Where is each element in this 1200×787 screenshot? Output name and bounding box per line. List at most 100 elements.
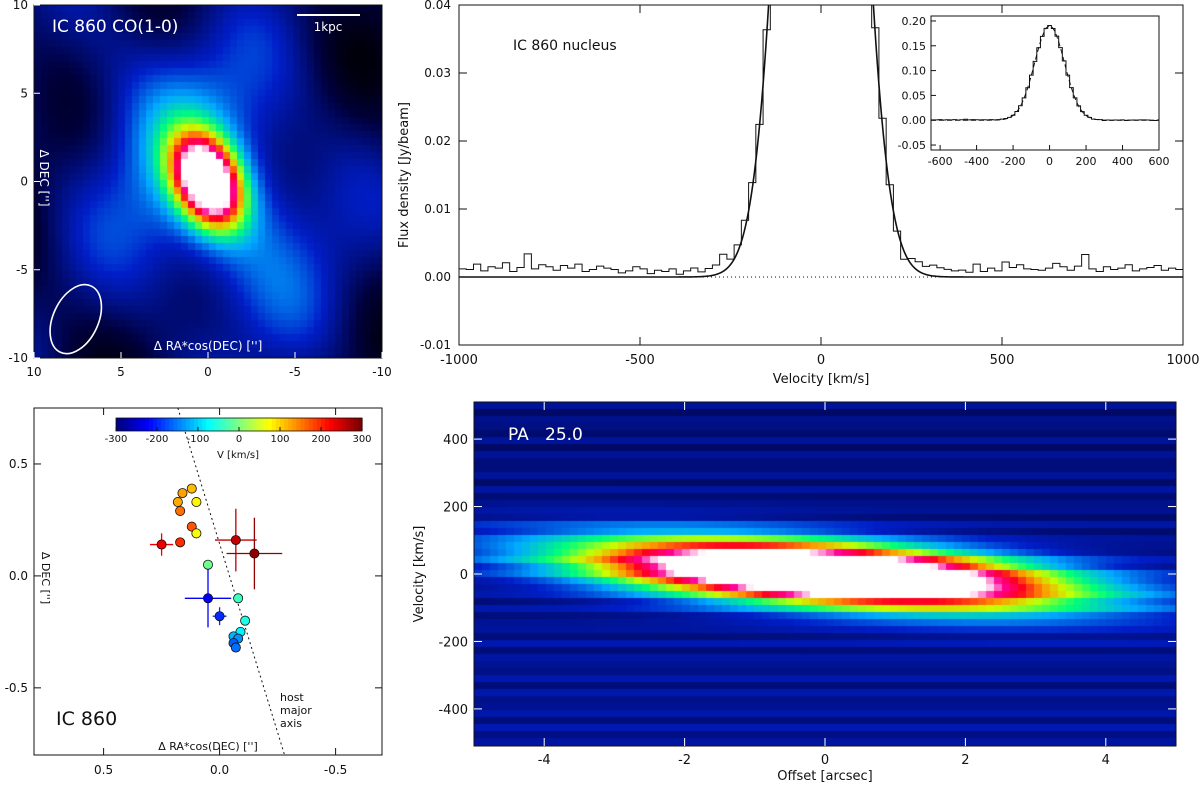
colorbar-segment bbox=[259, 418, 265, 431]
colorbar-segment bbox=[357, 418, 363, 431]
colorbar-segment bbox=[185, 418, 191, 431]
colorbar-segment bbox=[263, 418, 269, 431]
spectrum-xlabel: Velocity [km/s] bbox=[773, 372, 870, 387]
colorbar-segment bbox=[152, 418, 158, 431]
inset-gaussian-fit bbox=[931, 25, 1159, 121]
velocity-point bbox=[230, 535, 241, 546]
colorbar-segment bbox=[116, 418, 121, 431]
spectrum-ticks: -1000 -500 0 500 1000 -0.01 0.00 0.01 0.02 0.03 0.… bbox=[420, 0, 1200, 368]
colorbar-segment bbox=[329, 418, 334, 431]
colorbar-segment bbox=[243, 418, 248, 431]
pv-xtick-label: -2 bbox=[678, 753, 691, 768]
inset-ytick-label: 0.10 bbox=[902, 65, 927, 78]
velocity-panel: 0.5 0.0 -0.5 0.5 0.0 -0.5 -300 -200 -100 0 100 200… bbox=[5, 407, 383, 777]
velocity-point bbox=[233, 593, 244, 604]
colorbar-segment bbox=[132, 418, 138, 431]
colorbar-tick-label: 100 bbox=[270, 434, 289, 445]
colorbar-tick-label: -200 bbox=[146, 434, 169, 445]
inset-frame bbox=[930, 15, 1160, 151]
spectrum-ytick-label: -0.01 bbox=[420, 338, 451, 352]
co-ytick-label: -5 bbox=[16, 263, 28, 277]
inset-xtick-label: -400 bbox=[964, 155, 989, 168]
inset-xtick-label: 200 bbox=[1076, 155, 1097, 168]
inset-ytick-label: -0.05 bbox=[898, 139, 926, 152]
velocity-point bbox=[156, 539, 167, 550]
velocity-ytick-label: 0.5 bbox=[9, 457, 28, 471]
velocity-point bbox=[202, 559, 213, 570]
pv-ytick-label: 400 bbox=[443, 433, 468, 448]
colorbar-label: V [km/s] bbox=[217, 450, 259, 461]
velocity-xtick-label: -0.5 bbox=[324, 763, 347, 777]
colorbar-segment bbox=[173, 418, 179, 431]
co-ytick-label: -10 bbox=[8, 351, 28, 365]
colorbar-segment bbox=[140, 418, 146, 431]
pv-ticks: -4 -2 0 2 4 -400 -200 0 200 400 bbox=[438, 402, 1176, 768]
beam-ellipse bbox=[49, 283, 103, 355]
velocity-point bbox=[191, 528, 202, 539]
co-ytick-label: 5 bbox=[20, 86, 28, 100]
co-xtick-label: -5 bbox=[289, 365, 301, 379]
colorbar-segment bbox=[193, 418, 199, 431]
colorbar-segment bbox=[226, 418, 232, 431]
velocity-colorbar: -300 -200 -100 0 100 200 300 bbox=[105, 417, 372, 445]
colorbar-segment bbox=[120, 418, 125, 431]
co-map-image bbox=[34, 5, 382, 358]
velocity-ylabel: Δ DEC [''] bbox=[39, 552, 52, 604]
colorbar-segment bbox=[202, 418, 207, 431]
co-xtick-label: -10 bbox=[372, 365, 392, 379]
colorbar-segment bbox=[189, 418, 195, 431]
velocity-point bbox=[249, 548, 260, 559]
colorbar-segment bbox=[128, 418, 133, 431]
colorbar-segment bbox=[312, 418, 318, 431]
colorbar-segment bbox=[267, 418, 273, 431]
spectrum-histogram bbox=[459, 5, 1183, 275]
colorbar-segment bbox=[325, 418, 330, 431]
colorbar-segment bbox=[337, 418, 343, 431]
colorbar-segment bbox=[161, 418, 166, 431]
colorbar-tick-label: -300 bbox=[105, 434, 128, 445]
colorbar-segment bbox=[349, 418, 355, 431]
pv-xtick-label: 0 bbox=[821, 753, 829, 768]
colorbar-segment bbox=[353, 418, 359, 431]
spectrum-panel: -1000 -500 0 500 1000 -0.01 0.00 0.01 0.02 0.03 0.… bbox=[397, 0, 1200, 387]
colorbar-segment bbox=[288, 418, 293, 431]
velocity-point bbox=[202, 593, 213, 604]
colorbar-segment bbox=[280, 418, 285, 431]
axis-label-line3: axis bbox=[280, 717, 302, 730]
colorbar-segment bbox=[300, 418, 306, 431]
colorbar-segment bbox=[218, 418, 224, 431]
velocity-point bbox=[172, 497, 183, 508]
spectrum-ytick-label: 0.00 bbox=[424, 270, 451, 284]
spectrum-ytick-label: 0.02 bbox=[424, 134, 451, 148]
velocity-point bbox=[230, 642, 241, 653]
velocity-point bbox=[177, 488, 188, 499]
colorbar-segment bbox=[214, 418, 220, 431]
velocity-label: IC 860 bbox=[56, 708, 117, 730]
colorbar-segment bbox=[222, 418, 228, 431]
velocity-point bbox=[191, 497, 202, 508]
colorbar-segment bbox=[251, 418, 256, 431]
inset-ytick-label: 0.15 bbox=[902, 40, 927, 53]
colorbar-segment bbox=[144, 418, 150, 431]
spectrum-ytick-label: 0.04 bbox=[424, 0, 451, 12]
axis-label-line2: major bbox=[280, 704, 312, 717]
host-major-axis-line bbox=[177, 408, 286, 755]
colorbar-segment bbox=[157, 418, 162, 431]
velocity-xtick-label: 0.0 bbox=[210, 763, 229, 777]
spectrum-xtick-label: 500 bbox=[990, 353, 1015, 368]
pv-image bbox=[474, 402, 1176, 746]
velocity-points bbox=[150, 483, 283, 653]
colorbar-segment bbox=[308, 418, 314, 431]
spectrum-ytick-label: 0.01 bbox=[424, 202, 451, 216]
colorbar-segment bbox=[316, 418, 322, 431]
velocity-point bbox=[175, 505, 186, 516]
colorbar-segment bbox=[230, 418, 236, 431]
inset-xtick-label: 0 bbox=[1046, 155, 1053, 168]
colorbar-segment bbox=[304, 418, 310, 431]
co-ytick-label: 10 bbox=[13, 0, 28, 12]
pv-xtick-label: -4 bbox=[538, 753, 551, 768]
pv-ytick-label: 200 bbox=[443, 501, 468, 516]
colorbar-segment bbox=[210, 418, 215, 431]
